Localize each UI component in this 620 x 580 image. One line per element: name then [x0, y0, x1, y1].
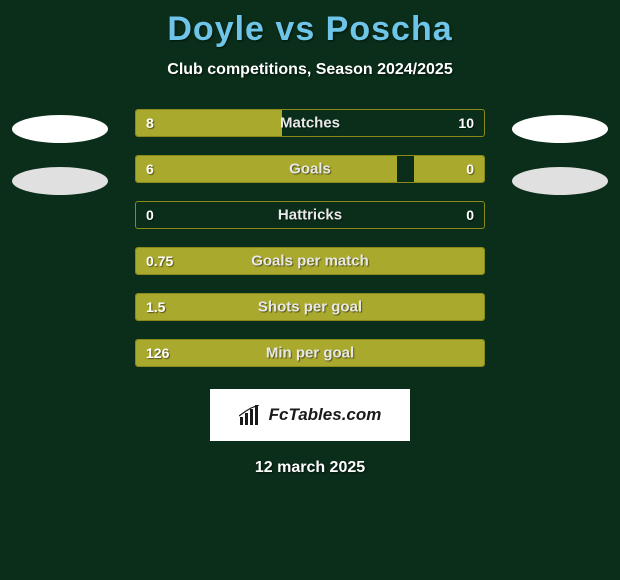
metric-row: Matches 8 10: [135, 109, 485, 137]
metric-value-left: 126: [146, 345, 169, 361]
source-logo: FcTables.com: [210, 389, 410, 441]
metric-value-left: 0.75: [146, 253, 173, 269]
metric-fill-left: [136, 156, 397, 182]
metric-value-left: 1.5: [146, 299, 165, 315]
metric-value-left: 0: [146, 207, 154, 223]
player-left-badge-1: [12, 115, 108, 143]
metric-row: Shots per goal 1.5: [135, 293, 485, 321]
metric-row: Hattricks 0 0: [135, 201, 485, 229]
metric-value-right: 0: [466, 207, 474, 223]
source-logo-text: FcTables.com: [269, 405, 382, 425]
metric-row: Goals 6 0: [135, 155, 485, 183]
metric-label: Goals: [289, 161, 331, 178]
metric-label: Matches: [280, 115, 340, 132]
right-player-badges: [500, 109, 620, 195]
metric-fill-left: [136, 110, 282, 136]
metric-value-left: 6: [146, 161, 154, 177]
metric-row: Goals per match 0.75: [135, 247, 485, 275]
comparison-title: Doyle vs Poscha: [0, 0, 620, 49]
metric-row: Min per goal 126: [135, 339, 485, 367]
metric-value-right: 0: [466, 161, 474, 177]
metric-label: Hattricks: [278, 207, 342, 224]
player-right-badge-1: [512, 115, 608, 143]
comparison-bars: Matches 8 10 Goals 6 0 Hattricks 0 0 Goals per ma…: [120, 109, 500, 367]
metric-label: Goals per match: [251, 253, 369, 270]
comparison-content: Matches 8 10 Goals 6 0 Hattricks 0 0 Goals per ma…: [0, 109, 620, 367]
bar-chart-icon: [239, 405, 263, 425]
comparison-subtitle: Club competitions, Season 2024/2025: [0, 61, 620, 79]
metric-label: Shots per goal: [258, 299, 362, 316]
left-player-badges: [0, 109, 120, 195]
player-right-badge-2: [512, 167, 608, 195]
snapshot-date: 12 march 2025: [0, 459, 620, 477]
metric-value-right: 10: [458, 115, 474, 131]
metric-label: Min per goal: [266, 345, 354, 362]
metric-value-left: 8: [146, 115, 154, 131]
player-left-badge-2: [12, 167, 108, 195]
